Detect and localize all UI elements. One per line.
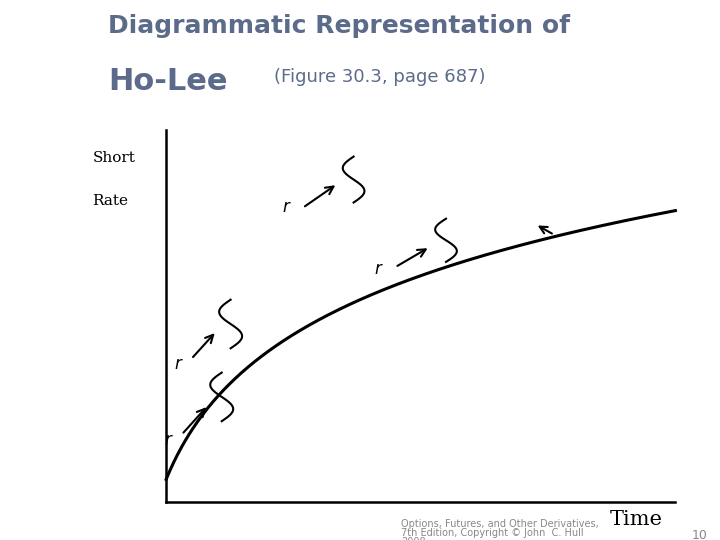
Text: $r$: $r$ — [174, 356, 183, 373]
Text: Short: Short — [92, 151, 135, 165]
Text: (Figure 30.3, page 687): (Figure 30.3, page 687) — [274, 68, 485, 85]
Text: 10: 10 — [691, 529, 707, 540]
Text: $r$: $r$ — [164, 431, 174, 449]
Text: Ho-Lee: Ho-Lee — [108, 68, 228, 97]
Text: 7th Edition, Copyright © John  C. Hull: 7th Edition, Copyright © John C. Hull — [402, 528, 584, 538]
Text: Time: Time — [610, 510, 662, 529]
Text: 2008: 2008 — [402, 537, 426, 540]
Text: $r$: $r$ — [282, 199, 292, 217]
Text: Options, Futures, and Other Derivatives,: Options, Futures, and Other Derivatives, — [402, 519, 599, 530]
Circle shape — [19, 0, 122, 400]
Text: Rate: Rate — [92, 194, 128, 208]
Text: Diagrammatic Representation of: Diagrammatic Representation of — [108, 14, 570, 37]
Text: $r$: $r$ — [374, 261, 384, 279]
